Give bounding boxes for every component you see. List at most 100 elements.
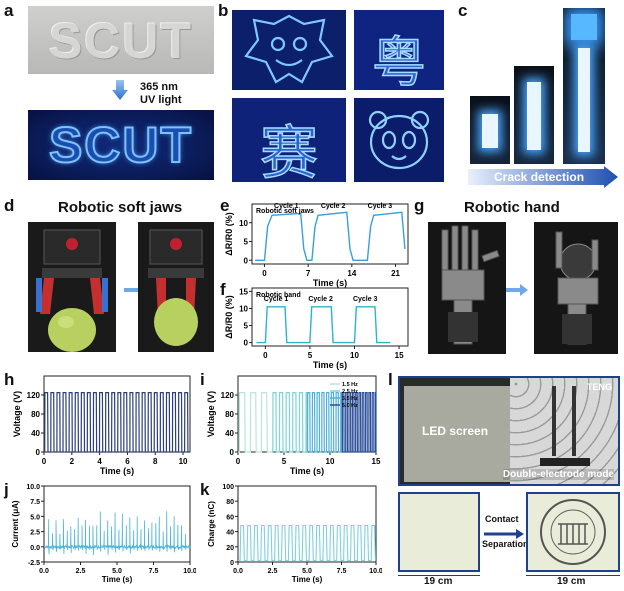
- x-tick-label: 5: [308, 351, 313, 360]
- x-tick-label: 5: [282, 457, 287, 466]
- separation-label: Separation: [482, 539, 529, 549]
- x-axis-label: Time (s): [313, 360, 347, 370]
- x-tick-label: 7.5: [337, 568, 347, 575]
- panel-label-j: j: [4, 480, 9, 499]
- panel-label-e: e: [220, 196, 230, 215]
- y-tick-label: 2.5: [30, 530, 40, 537]
- x-tick-label: 2.5: [268, 568, 278, 575]
- x-tick-label: 14: [347, 269, 356, 278]
- chart-i: 0 5 10 15 0 40 80 120 Time (s) Voltage (V) 1.5 Hz2…: [206, 375, 381, 476]
- panel-label-i: i: [200, 370, 205, 389]
- chart-j: 0.0 2.5 5.0 7.5 10.0-2.50.02.55.07.510.0Time…: [11, 484, 196, 584]
- chart-k: 0.0 2.5 5.0 7.5 10.0 0 20 40 60 80 100 Time (s) Char…: [207, 484, 382, 584]
- dim-label-left: 19 cm: [424, 576, 453, 587]
- x-tick-label: 15: [372, 457, 381, 466]
- crack-detection-arrow: [468, 166, 618, 188]
- led-screen-photo: TENG LED screen Double-electrode mode: [398, 376, 620, 486]
- cycle-label: Cycle 1: [264, 296, 289, 303]
- cycle-label: Cycle 2: [321, 203, 346, 210]
- contact-separation-arrow: [484, 526, 524, 539]
- x-tick-label: 0.0: [233, 568, 243, 575]
- x-tick-label: 0: [42, 457, 47, 466]
- crack-photo-3: [563, 8, 605, 164]
- legend-label: 1.5 Hz: [342, 382, 358, 388]
- y-tick-label: 10: [239, 304, 248, 313]
- x-tick-label: 10: [350, 351, 359, 360]
- x-tick-label: 10: [179, 457, 188, 466]
- y-tick-label: 5: [244, 238, 249, 247]
- legend-label: 2.5 Hz: [342, 389, 358, 395]
- crack-detection-label: Crack detection: [494, 170, 585, 184]
- panel-label-k: k: [200, 480, 210, 499]
- series-line: [255, 211, 406, 261]
- y-axis-label: Charge (nC): [207, 501, 216, 547]
- y-tick-label: 5.0: [30, 514, 40, 521]
- x-tick-label: 10: [326, 457, 335, 466]
- y-tick-label: 120: [221, 391, 235, 400]
- chart-f: 0 5 10 15 0 5 10 15 Time (s) ΔR/R0 (%) Robotic han…: [224, 287, 409, 370]
- scut-embossed-text: SCUT: [48, 13, 194, 69]
- y-axis-label: Current (μA): [11, 500, 20, 547]
- robotic-hand-arrow: [506, 283, 528, 296]
- uv-pattern-sai-photo: 赛: [232, 98, 346, 182]
- series-line: [238, 392, 272, 453]
- plot-frame: [251, 287, 409, 347]
- crack-photo-2: [514, 66, 554, 164]
- y-axis-label: Voltage (V): [12, 391, 22, 437]
- cycle-label: Cycle 3: [368, 203, 393, 210]
- robotic-soft-jaws-title: Robotic soft jaws: [58, 199, 183, 216]
- teng-tag: TENG: [586, 382, 612, 392]
- series-line: [238, 524, 376, 562]
- series-line: [43, 511, 191, 556]
- contact-label: Contact: [485, 514, 519, 524]
- dim-line-right: [526, 575, 620, 576]
- panel-label-c: c: [458, 1, 468, 20]
- panel-label-d: d: [4, 196, 15, 215]
- x-tick-label: 4: [97, 457, 102, 466]
- y-tick-label: 0.0: [30, 545, 40, 552]
- x-tick-label: 10.0: [183, 568, 196, 575]
- y-tick-label: 80: [31, 410, 40, 419]
- uv-label-1: 365 nm: [140, 81, 178, 93]
- y-tick-label: 40: [225, 429, 234, 438]
- x-tick-label: 8: [153, 457, 158, 466]
- y-axis-label: ΔR/R0 (%): [224, 295, 234, 338]
- plot-frame: [43, 485, 191, 563]
- x-axis-label: Time (s): [313, 278, 347, 288]
- scut-glowing-text: SCUT: [48, 116, 194, 174]
- dim-label-right: 19 cm: [557, 576, 586, 587]
- y-tick-label: 0: [244, 256, 249, 265]
- chart-e: 0 7 14 21 0 5 10 Time (s) ΔR/R0 (%) Robotic soft …: [224, 203, 409, 288]
- y-tick-label: 120: [27, 391, 41, 400]
- uv-pattern-panda-photo: [354, 98, 444, 182]
- y-tick-label: -2.5: [28, 560, 40, 567]
- robotic-hand-grasp-photo: [534, 222, 618, 354]
- robotic-hand-open-photo: [428, 222, 506, 354]
- led-screen-label: LED screen: [422, 424, 489, 438]
- x-axis-label: Time (s): [292, 575, 323, 584]
- cycle-label: Cycle 2: [308, 296, 333, 303]
- uv-pattern-yue-photo: 粤: [354, 10, 444, 90]
- y-tick-label: 5: [244, 322, 249, 331]
- x-tick-label: 21: [391, 269, 400, 278]
- x-tick-label: 2: [70, 457, 75, 466]
- series-line: [272, 392, 308, 453]
- x-tick-label: 5.0: [302, 568, 312, 575]
- panel-label-a: a: [4, 1, 14, 20]
- y-tick-label: 0: [244, 339, 249, 348]
- yue-character: 粤: [371, 30, 427, 90]
- cycle-label: Cycle 1: [274, 203, 299, 210]
- y-tick-label: 7.5: [30, 499, 40, 506]
- chart-annotation: Robotic hand: [256, 292, 301, 299]
- x-tick-label: 0.0: [39, 568, 49, 575]
- plot-frame: [237, 485, 377, 563]
- x-axis-label: Time (s): [102, 575, 133, 584]
- panel-label-b: b: [218, 1, 229, 20]
- scut-daylight-photo: SCUT: [28, 6, 214, 74]
- series-line: [341, 392, 377, 453]
- x-tick-label: 7: [306, 269, 311, 278]
- uv-label-2: UV light: [140, 94, 182, 106]
- y-axis-label: Voltage (V): [206, 391, 216, 437]
- series-line: [306, 392, 343, 453]
- y-tick-label: 15: [239, 287, 248, 296]
